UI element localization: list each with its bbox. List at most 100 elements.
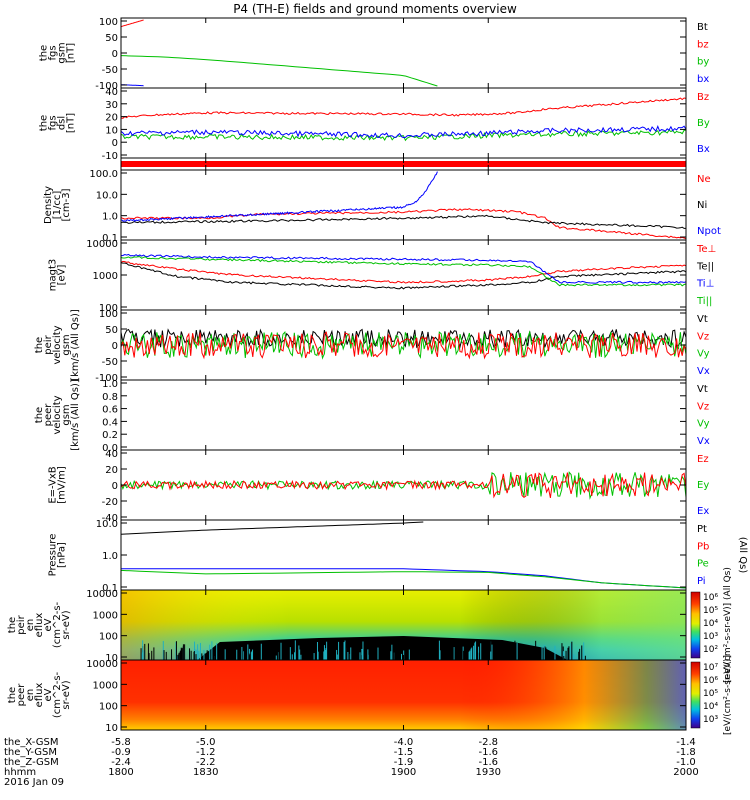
temperature-ylabel-line: magt3 <box>48 259 59 292</box>
peer_eflux-ytick-label: 1000 <box>93 680 118 691</box>
xaxis-row-label: hhmm <box>4 767 36 778</box>
xaxis-row-label: the_Y-GSM <box>4 747 57 758</box>
peir_eflux-ylabel-line: (cm^2-s- <box>52 601 63 648</box>
fgs_dsl-series-blue <box>120 125 687 139</box>
velocity_peir-ytick-label: 100 <box>99 309 118 320</box>
fgs_dsl-ytick-label: 10 <box>105 125 118 136</box>
red-band-panel <box>121 161 686 167</box>
pressure-ytick-label: 1.0 <box>102 551 118 562</box>
peir_eflux-colorbar-tick: 10² <box>703 645 718 655</box>
temperature-legend-item: Te⊥ <box>696 244 716 255</box>
fgs_gsm-ytick-label: -50 <box>102 65 118 76</box>
velocity_peir-ytick-label: -50 <box>102 357 118 368</box>
peir_eflux-colorbar <box>690 591 701 659</box>
temperature-legend-item: Te|| <box>696 261 714 272</box>
peir_eflux-ytick-label: 1000 <box>93 610 118 621</box>
temperature-legend-item: Ti|| <box>696 296 712 307</box>
density-legend-item: Ne <box>697 174 711 185</box>
fgs_dsl-ytick-label: -10 <box>102 151 118 162</box>
velocity_peir-ylabel-line: velocity <box>52 325 63 364</box>
fgs_gsm-ylabel-line: fgs <box>48 45 59 60</box>
xaxis-row-value: 1900 <box>391 767 416 778</box>
efield-ytick-label: -40 <box>102 513 118 524</box>
peir_eflux-ytick-label: 10000 <box>86 589 118 600</box>
density-ytick-label: 100.0 <box>89 169 118 180</box>
velocity_peer-ylabel-line: gsm <box>61 404 72 425</box>
peer_eflux-ytick-label: 10000 <box>86 659 118 670</box>
fgs_gsm-ytick-label: -100 <box>95 81 118 92</box>
temperature-ylabel-line: [eV] <box>57 265 68 286</box>
xaxis-row-value: -1.4 <box>676 737 696 748</box>
peer_eflux-colorbar-tick: 10⁵ <box>703 689 718 699</box>
peir_eflux-ylabel-line: peir <box>16 614 27 634</box>
peir_eflux-colorbar-tick: 10⁵ <box>703 606 718 616</box>
peer_eflux-ylabel-line: the <box>7 687 18 703</box>
peer_eflux-colorbar <box>690 661 701 729</box>
temperature-series-blue <box>120 253 687 284</box>
velocity_peer-ytick-label: 0.8 <box>102 392 118 403</box>
xaxis-row-label: the_Z-GSM <box>4 757 59 768</box>
efield-ytick-label: -20 <box>102 497 118 508</box>
velocity_peer-ylabel-line: the <box>34 407 45 423</box>
density-ylabel-line: Density <box>43 186 54 224</box>
peir_eflux-colorbar-tick: 10³ <box>703 632 718 642</box>
fgs_gsm-series-red <box>120 19 144 28</box>
velocity_peir-legend-item: Vx <box>697 366 710 377</box>
density-frame <box>120 169 687 241</box>
xaxis-row-value: 1930 <box>476 767 501 778</box>
pressure-series-green <box>120 569 687 589</box>
velocity_peir-ylabel-line: the <box>34 337 45 353</box>
density-ylabel-line: [cm-3] <box>61 188 72 221</box>
density-ytick-label: 1.0 <box>102 212 118 223</box>
fgs_dsl-ylabel-line: the <box>39 115 50 131</box>
xaxis-row-value: -2.8 <box>478 737 498 748</box>
fgs_dsl-legend-item: Bz <box>697 92 709 103</box>
efield-series-red <box>120 472 687 499</box>
efield-legend-item: Ez <box>697 454 709 465</box>
peer_eflux-colorbar-tick: 10⁴ <box>703 702 718 712</box>
pressure-legend-item: Pi <box>697 576 706 587</box>
fgs_gsm-series-green <box>120 55 438 87</box>
peer-spectrogram-shading <box>121 660 686 730</box>
velocity_peer-ylabel-line: velocity <box>52 395 63 434</box>
velocity_peer-ytick-label: 1.0 <box>102 379 118 390</box>
pressure-legend-item: Pt <box>697 524 707 535</box>
temperature-series-red <box>120 260 687 284</box>
velocity_peir-series-red <box>120 331 687 360</box>
peir_eflux-colorbar-label: [eV/(cm²-s-sr-eV)] (All Qs) <box>723 567 733 683</box>
velocity_peer-ytick-label: 0.6 <box>102 405 118 416</box>
pressure-legend-item: Pb <box>697 541 709 552</box>
temperature-ytick-label: 1000 <box>93 271 118 282</box>
velocity_peir-series-green <box>120 330 687 360</box>
fgs_dsl-series-green <box>120 129 687 142</box>
velocity_peir-ytick-label: 50 <box>105 325 118 336</box>
peer_eflux-ylabel-line: peer <box>16 683 27 707</box>
fgs_dsl-legend-item: By <box>697 118 710 129</box>
peer_eflux-ylabel-line: sr-eV) <box>61 680 72 709</box>
velocity_peer-ylabel-line: peer <box>43 403 54 427</box>
xaxis-row-value: -4.0 <box>394 737 414 748</box>
velocity_peer-ylabel-line: [km/s (All Qs)] <box>70 379 81 451</box>
chart-title: P4 (TH-E) fields and ground moments over… <box>233 2 517 16</box>
peer_eflux-colorbar-label: [eV/(cm²-s-sr-eV)] <box>723 655 733 735</box>
velocity_peir-legend-item: Vy <box>697 349 710 360</box>
velocity_peer-ytick-label: 0.4 <box>102 417 118 428</box>
density-legend-item: Ni <box>697 200 707 211</box>
fgs_dsl-ytick-label: 40 <box>105 87 118 98</box>
fgs_dsl-ytick-label: 30 <box>105 100 118 111</box>
velocity_peer-legend-item: Vy <box>697 419 710 430</box>
fgs_gsm-ytick-label: 100 <box>99 17 118 28</box>
fgs_dsl-ytick-label: 0 <box>112 138 118 149</box>
velocity_peir-ylabel-line: peir <box>43 334 54 354</box>
fgs_dsl-series-red <box>120 97 687 119</box>
fgs_gsm-legend-item: by <box>697 57 709 68</box>
velocity_peir-legend-item: Vt <box>697 314 708 325</box>
efield-ytick-label: 0 <box>112 481 118 492</box>
fgs_gsm-frame <box>120 17 687 89</box>
efield-ytick-label: 20 <box>105 465 118 476</box>
efield-legend-item: Ex <box>697 506 709 517</box>
pressure-ytick-label: 0.1 <box>102 583 118 594</box>
peir_eflux-ylabel-line: eflux <box>34 613 45 638</box>
velocity_peer-legend-item: Vx <box>697 436 710 447</box>
